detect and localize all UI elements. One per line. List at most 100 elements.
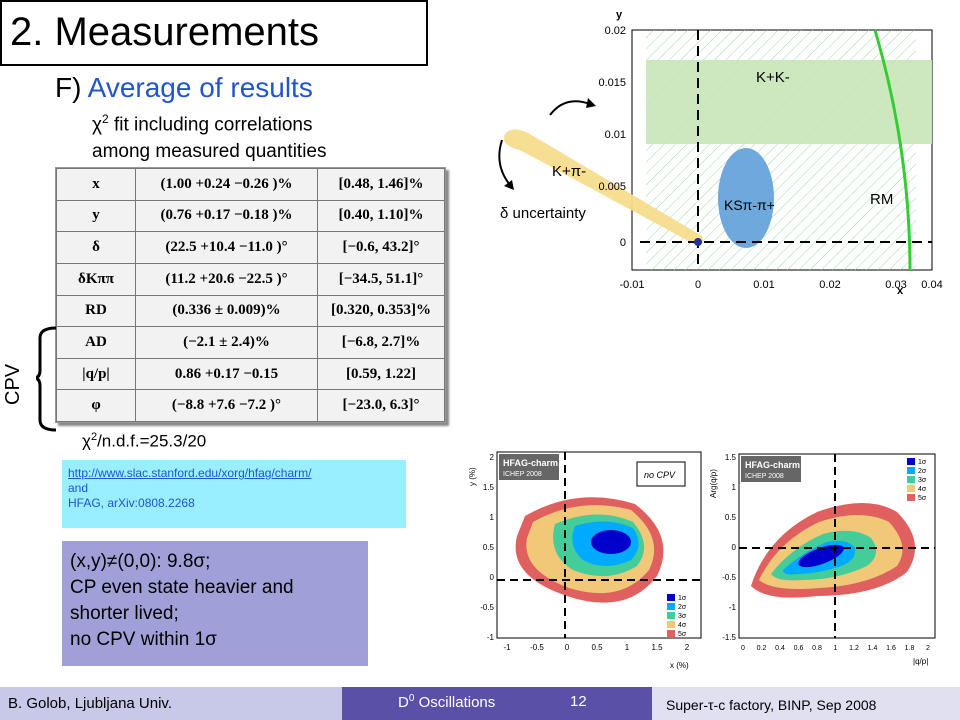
legend-swatch [907, 458, 915, 465]
bl-y-tick-label: -0.5 [480, 603, 494, 612]
top-y-tick-label: 0.015 [598, 77, 626, 89]
table-cell-param: y [56, 199, 136, 233]
table-cell-value: (0.336 ± 0.009)% [135, 294, 318, 328]
kk-label: K+K- [756, 69, 790, 86]
br-y-axis-title: Arg(q/p) [709, 469, 718, 498]
legend-swatch [907, 476, 915, 483]
results-table: x (1.00 +0.24 −0.26 )% [0.48, 1.46]% y (0.76… [55, 167, 446, 423]
bl-x-tick-label: -0.5 [530, 643, 544, 652]
table-cell-value: (11.2 +20.6 −22.5 )° [135, 262, 318, 296]
chi-sup: 2 [101, 112, 109, 126]
br-x-tick-label: 0 [741, 645, 745, 652]
footer-talk-title: D0 Oscillations [398, 693, 495, 711]
br-x-axis-title: |q/p| [913, 657, 928, 666]
table-cell-interval: [−34.5, 51.1]° [317, 262, 445, 296]
br-y-tick-label: 1 [732, 483, 737, 492]
bl-y-ticks: 2 1.5 1 0.5 0 -0.5 -1 [480, 453, 494, 642]
legend-swatch [667, 612, 675, 619]
top-x-tick-label: -0.01 [619, 279, 644, 291]
table-cell-value: 0.86 +0.17 −0.15 [135, 357, 318, 391]
section-name: Average of results [87, 72, 313, 103]
table-row: RD (0.336 ± 0.009)% [0.320, 0.353]% [56, 294, 445, 328]
table-row: y (0.76 +0.17 −0.18 )% [0.40, 1.10]% [56, 199, 445, 233]
legend-swatch [667, 594, 675, 601]
top-x-tick-label: 0 [695, 279, 701, 291]
top-x-tick-label: 0.03 [885, 279, 906, 291]
delta-arrow-top [549, 100, 591, 116]
top-y-tick-label: 0.005 [598, 181, 626, 193]
reference-box: http://www.slac.stanford.edu/xorg/hfag/c… [62, 460, 406, 528]
bl-legend: 1σ 2σ 3σ 4σ 5σ [667, 594, 687, 638]
br-y-tick-label: 0.5 [725, 513, 737, 522]
br-logo: HFAG-charm [745, 460, 800, 470]
table-row: AD (−2.1 ± 2.4)% [−6.8, 2.7]% [56, 326, 445, 359]
conclusion-box: (x,y)≠(0,0): 9.8σ; CP even state heavier… [62, 541, 368, 666]
table-cell-param: δ [56, 231, 136, 264]
top-x-tick-label: 0.04 [921, 279, 942, 291]
bl-conference: ICHEP 2008 [503, 471, 542, 478]
legend-swatch [667, 621, 675, 628]
br-x-tick-label: 1 [834, 645, 838, 652]
title-box [0, 0, 428, 66]
cpv-bracket [36, 326, 57, 432]
chi2-symbol: χ [82, 431, 91, 451]
bl-logo-box [499, 454, 559, 480]
top-y-tick-label: 0 [620, 237, 626, 249]
bl-x-tick-label: 1 [625, 643, 630, 652]
table-row: |q/p| 0.86 +0.17 −0.15 [0.59, 1.22] [56, 357, 445, 391]
table-cell-value: (0.76 +0.17 −0.18 )% [135, 199, 318, 233]
br-y-tick-label: 0 [732, 543, 737, 552]
bl-x-tick-label: 1.5 [651, 643, 663, 652]
top-y-ticks: 0 0.005 0.01 0.015 0.02 [598, 25, 626, 249]
kspipi-label: KSπ-π+ [724, 197, 775, 213]
footer-talk-sup: 0 [408, 693, 415, 704]
footer-talk-rest: Oscillations [414, 694, 496, 711]
bl-y-tick-label: 0.5 [483, 543, 495, 552]
table-cell-param: x [56, 168, 136, 201]
fit-description-line2: among measured quantities [92, 141, 327, 162]
legend-swatch [907, 485, 915, 492]
legend-swatch [907, 467, 915, 474]
legend-label: 1σ [918, 459, 927, 466]
legend-label: 3σ [678, 613, 687, 620]
bl-y-tick-label: 2 [490, 453, 495, 462]
footer-conference: Super-τ-c factory, BINP, Sep 2008 [666, 697, 877, 713]
section-heading: F) Average of results [55, 72, 313, 104]
br-conference: ICHEP 2008 [745, 473, 784, 480]
kspipi-ellipse [718, 148, 774, 248]
cpv-label: CPV [2, 363, 24, 405]
table-cell-param: δKππ [56, 262, 136, 296]
table-cell-value: (−2.1 ± 2.4)% [135, 326, 318, 359]
top-x-tick-label: 0.01 [753, 279, 774, 291]
bl-y-tick-label: 1 [490, 513, 495, 522]
bl-y-tick-label: 1.5 [483, 483, 495, 492]
legend-swatch [907, 494, 915, 501]
br-y-tick-label: -1.5 [722, 633, 736, 642]
br-x-tick-label: 1.2 [849, 645, 859, 652]
chi2-value: /n.d.f.=25.3/20 [97, 431, 207, 451]
chi2-ndf: χ2/n.d.f.=25.3/20 [82, 431, 206, 452]
footer-right-bar [652, 687, 960, 720]
br-y-tick-label: 1.5 [725, 453, 737, 462]
bl-x-axis-title: x (%) [670, 661, 689, 670]
reference-link[interactable]: http://www.slac.stanford.edu/xorg/hfag/c… [68, 466, 312, 480]
table-row: φ (−8.8 +7.6 −7.2 )° [−23.0, 6.3]° [56, 389, 445, 422]
bl-x-tick-label: -1 [503, 643, 511, 652]
bl-contour-1 [591, 530, 631, 554]
table-cell-value: (−8.8 +7.6 −7.2 )° [135, 389, 318, 422]
bl-note-box [636, 461, 686, 487]
br-x-ticks: 0 0.2 0.4 0.6 0.8 1 1.2 1.4 1.6 1.8 2 [741, 645, 930, 652]
rm-curve [873, 29, 912, 271]
table-row: δ (22.5 +10.4 −11.0 )° [−0.6, 43.2]° [56, 231, 445, 264]
fit-description-line1: χ2 fit including correlations [92, 112, 313, 136]
origin-point [694, 238, 702, 246]
page-title: 2. Measurements [10, 10, 320, 54]
conclusion-line1: (x,y)≠(0,0): 9.8σ; [70, 551, 211, 572]
legend-label: 4σ [918, 486, 927, 493]
conclusion-line2: CP even state heavier and [70, 577, 294, 598]
fit-text: fit including correlations [108, 114, 313, 136]
table-cell-value: (22.5 +10.4 −11.0 )° [135, 231, 318, 264]
br-x-tick-label: 1.6 [886, 645, 896, 652]
footer-author: B. Golob, Ljubljana Univ. [8, 695, 172, 712]
section-letter: F) [55, 72, 82, 103]
